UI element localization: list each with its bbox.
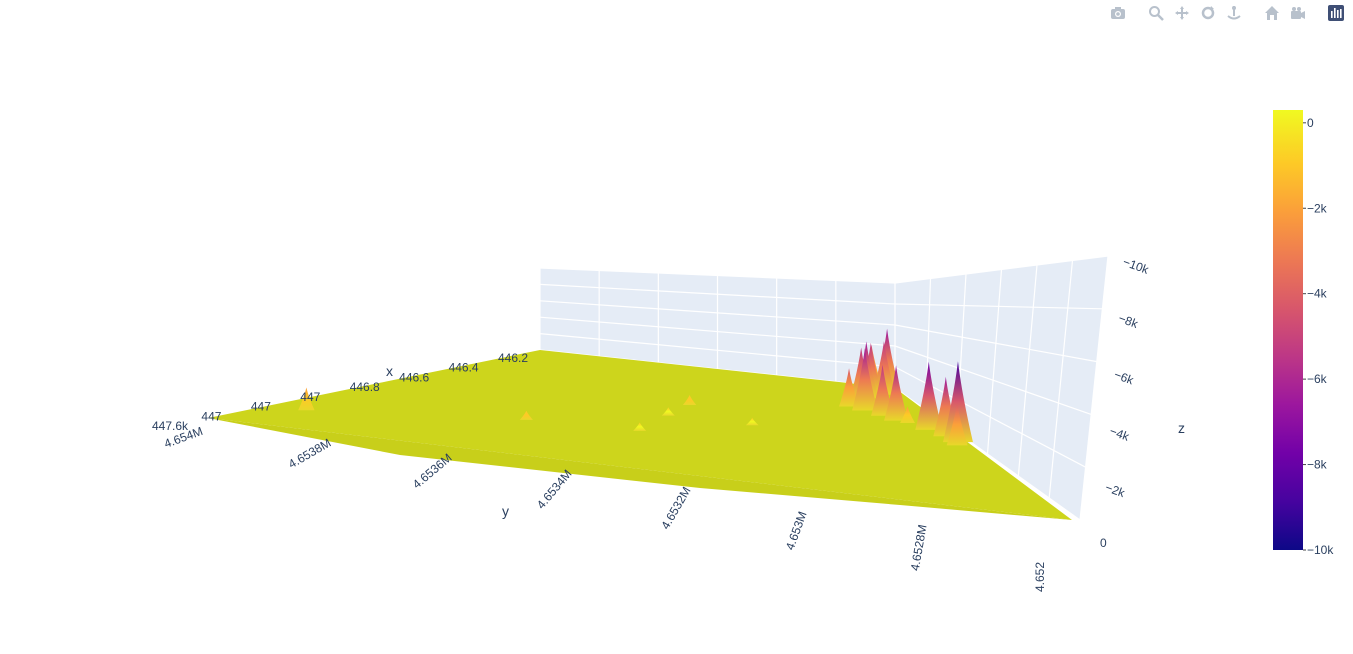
turntable-icon[interactable] — [1223, 2, 1245, 24]
z-tick-label: 0 — [1100, 536, 1107, 550]
y-tick-label: 4.6528M — [908, 524, 930, 572]
colorbar-tick-label: −4k — [1307, 287, 1328, 301]
surface-peak — [871, 364, 895, 416]
x-tick-label: 446.4 — [449, 361, 479, 375]
y-tick-label: 4.653M — [783, 509, 810, 551]
x-tick-label: 446.8 — [350, 380, 380, 394]
colorbar-ticks: 0 −2k −4k −6k −8k −10k — [1303, 116, 1334, 557]
y-grid-line — [986, 269, 1003, 455]
surface-peak — [661, 407, 675, 416]
x-tick-label: 447 — [201, 409, 221, 423]
surface-peak — [633, 422, 647, 431]
x-tick-label: 446.2 — [498, 351, 528, 365]
surface-peak — [942, 361, 973, 443]
x-tick-label: 447 — [251, 400, 271, 414]
colorbar — [1273, 110, 1303, 550]
y-tick-label: 4.6532M — [658, 484, 693, 531]
y-axis-title: y — [502, 503, 509, 519]
y-grid-line — [1048, 260, 1074, 499]
colorbar-tick-label: −6k — [1307, 372, 1328, 386]
surface-peak — [839, 368, 860, 407]
x-tick-label: 446.6 — [399, 370, 429, 384]
home-icon[interactable] — [1261, 2, 1283, 24]
surface-peak — [519, 410, 533, 420]
z-tick-label: −8k — [1117, 311, 1141, 331]
x-axis-title: x — [386, 363, 393, 379]
colorbar-tick-label: 0 — [1307, 116, 1314, 130]
surface-peak — [946, 402, 968, 446]
side-wall — [895, 256, 1108, 520]
camera-view-icon[interactable] — [1287, 2, 1309, 24]
colorbar-tick-label: −2k — [1307, 201, 1328, 215]
colorbar-tick-label: −10k — [1307, 543, 1334, 557]
orbit-icon[interactable] — [1197, 2, 1219, 24]
z-axis-title: z — [1178, 420, 1185, 436]
plotly-logo-icon[interactable] — [1325, 2, 1347, 24]
camera-icon[interactable] — [1107, 2, 1129, 24]
pan-icon[interactable] — [1171, 2, 1193, 24]
surface-peak — [298, 387, 315, 411]
z-tick-label: −6k — [1112, 367, 1136, 387]
zoom-icon[interactable] — [1145, 2, 1167, 24]
surface-peaks — [298, 328, 973, 446]
surface-peak — [852, 348, 878, 411]
surface-peak — [899, 406, 915, 424]
surface-peak — [745, 417, 759, 426]
surface-peak — [682, 395, 697, 405]
surface-peak — [884, 365, 909, 421]
x-axis-ticks: 447.6k 447 447 447 446.8 446.6 446.4 446.2 — [152, 351, 528, 433]
y-grid-line — [1017, 264, 1038, 477]
x-tick-label: 447.6k — [152, 419, 189, 433]
surface-floor-front — [208, 418, 1080, 522]
y-tick-label: 4.6538M — [286, 436, 333, 471]
z-axis-ticks: 0 −2k −4k −6k −8k −10k — [1100, 255, 1151, 550]
z-tick-label: −10k — [1121, 255, 1151, 278]
x-tick-label: 447 — [300, 390, 320, 404]
z-tick-label: −4k — [1108, 424, 1132, 444]
colorbar-tick-label: −8k — [1307, 458, 1328, 472]
z-tick-label: −2k — [1103, 480, 1127, 500]
surface-peak — [915, 361, 943, 430]
y-tick-label: 4.6534M — [534, 467, 575, 512]
y-grid-line — [1079, 255, 1109, 521]
modebar — [1107, 2, 1347, 24]
y-tick-label: 4.652 — [1033, 562, 1047, 592]
